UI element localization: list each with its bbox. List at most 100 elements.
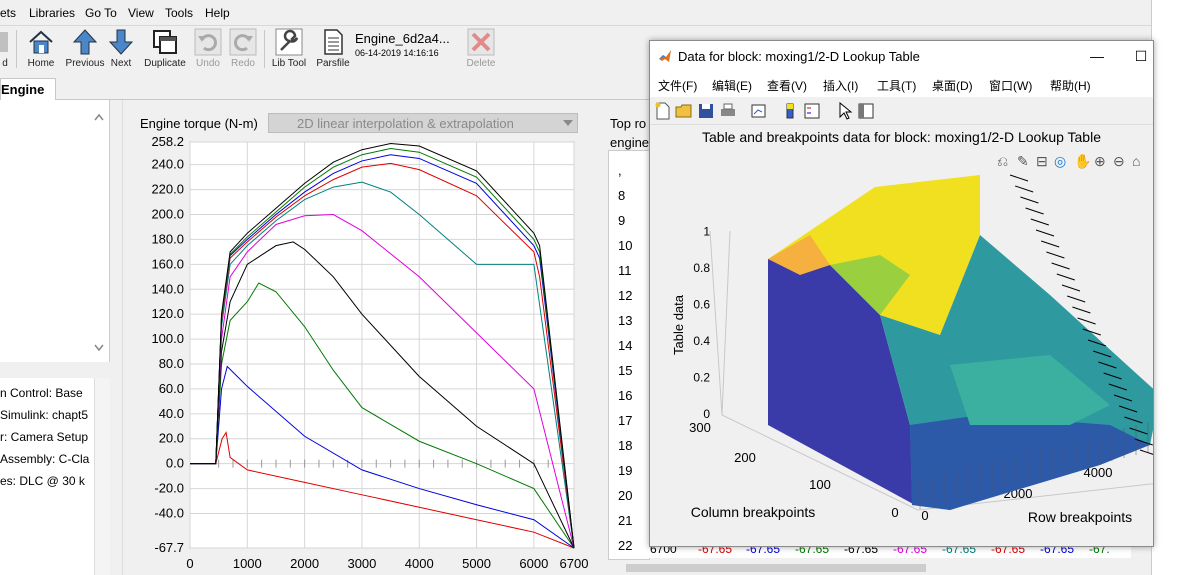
table-horizontal-scrollbar[interactable] bbox=[606, 561, 1131, 575]
menu-tools[interactable]: Tools bbox=[165, 6, 194, 20]
menu-insert[interactable]: 插入(I) bbox=[823, 79, 859, 93]
maximize-button[interactable]: ☐ bbox=[1134, 48, 1148, 64]
menu-view[interactable]: View bbox=[128, 6, 154, 20]
menu-sets[interactable]: ets bbox=[0, 6, 17, 20]
menu-edit[interactable]: 编辑(E) bbox=[712, 79, 752, 93]
redo-button[interactable]: Redo bbox=[229, 26, 257, 74]
mesh-edge bbox=[1108, 383, 1127, 391]
previous-label: Previous bbox=[65, 58, 105, 69]
x-tick-label: 2000 bbox=[290, 556, 319, 571]
tab-bar: Engine bbox=[0, 76, 660, 100]
list-item[interactable]: Assembly: C-Cla bbox=[0, 452, 90, 466]
menu-goto[interactable]: Go To bbox=[85, 6, 117, 20]
surface-plot: 0 0.2 0.4 0.6 0.8 1 Table data 0 100 200 300 Column… bbox=[671, 174, 1153, 525]
menu-view[interactable]: 查看(V) bbox=[767, 79, 807, 93]
mesh-edge bbox=[1129, 427, 1148, 435]
list-item[interactable]: Simulink: chapt5 bbox=[0, 408, 89, 422]
col-tick-label: 100 bbox=[809, 477, 831, 492]
new-figure-icon[interactable] bbox=[654, 102, 672, 120]
x-tick-label: 6000 bbox=[519, 556, 548, 571]
colorbar-icon[interactable] bbox=[781, 102, 799, 120]
delete-button[interactable]: Delete bbox=[464, 26, 498, 74]
save-icon[interactable] bbox=[697, 102, 715, 120]
lib-tool-button[interactable]: Lib Tool bbox=[270, 26, 308, 74]
x-tick-label: 6700 bbox=[560, 556, 589, 571]
minimize-button[interactable]: — bbox=[1090, 48, 1104, 64]
property-editor-icon[interactable] bbox=[857, 102, 875, 120]
tab-engine[interactable]: Engine bbox=[0, 78, 56, 100]
scrollbar-thumb[interactable] bbox=[626, 564, 926, 572]
mesh-edge bbox=[1030, 218, 1049, 226]
partial-tool-button[interactable]: d bbox=[0, 26, 10, 74]
y-tick-label: 20.0 bbox=[159, 431, 184, 446]
row-number: 11 bbox=[618, 263, 632, 278]
left-list-scrollbar[interactable] bbox=[94, 378, 110, 575]
zoom-in-icon[interactable]: ⊕ bbox=[1094, 153, 1106, 169]
row-number: 8 bbox=[618, 188, 626, 203]
brush-icon[interactable]: ⎌ bbox=[997, 153, 1009, 169]
rotate-icon[interactable]: ◎ bbox=[1054, 153, 1067, 169]
row-number: 16 bbox=[618, 388, 633, 403]
home-icon bbox=[29, 30, 53, 54]
parsfile-button[interactable]: Parsfile bbox=[316, 26, 350, 74]
menu-libraries[interactable]: Libraries bbox=[29, 6, 76, 20]
series-line bbox=[190, 142, 575, 549]
duplicate-label: Duplicate bbox=[144, 58, 186, 69]
menu-tools[interactable]: 工具(T) bbox=[877, 79, 917, 93]
data-tip-icon[interactable]: ⊟ bbox=[1036, 153, 1048, 169]
z-tick-label: 1 bbox=[703, 225, 710, 239]
menu-help[interactable]: 帮助(H) bbox=[1050, 79, 1091, 93]
duplicate-button[interactable]: Duplicate bbox=[142, 26, 188, 74]
duplicate-icon bbox=[153, 30, 177, 54]
row-number: 9 bbox=[618, 213, 626, 228]
x-tick-label: 1000 bbox=[233, 556, 262, 571]
engine-dataset-name[interactable]: Engine_6d2a4... bbox=[355, 31, 450, 46]
row-number: 20 bbox=[618, 488, 633, 503]
y-tick-label: -40.0 bbox=[154, 505, 184, 520]
list-item[interactable]: es: DLC @ 30 k bbox=[0, 474, 85, 488]
menu-desktop[interactable]: 桌面(D) bbox=[932, 79, 973, 93]
mesh-edge bbox=[1072, 306, 1091, 314]
scroll-arrows[interactable] bbox=[94, 112, 104, 352]
mesh-edge bbox=[1035, 229, 1055, 237]
y-tick-label: 0.0 bbox=[166, 456, 184, 471]
list-item[interactable]: r: Camera Setup bbox=[0, 430, 89, 444]
window-titlebar[interactable]: Data for block: moxing1/2-D Lookup Table… bbox=[650, 41, 1153, 71]
mesh-edge bbox=[1077, 317, 1096, 325]
pointer-icon[interactable] bbox=[836, 102, 854, 120]
y-tick-label: -20.0 bbox=[154, 481, 184, 496]
col-tick-label: 0 bbox=[891, 505, 898, 520]
home-view-icon[interactable]: ⌂ bbox=[1132, 153, 1141, 169]
previous-button[interactable]: Previous bbox=[64, 26, 106, 74]
home-button[interactable]: Home bbox=[24, 26, 58, 74]
interpolation-dropdown[interactable]: 2D linear interpolation & extrapolation bbox=[268, 113, 578, 133]
left-list-panel: n Control: Base Simulink: chapt5 r: Came… bbox=[0, 378, 94, 575]
x-tick-label: 0 bbox=[186, 556, 193, 571]
paint-brush-icon[interactable]: ✎ bbox=[1017, 153, 1029, 169]
undo-button[interactable]: Undo bbox=[194, 26, 222, 74]
z-tick-label: 0 bbox=[703, 407, 710, 421]
menu-window[interactable]: 窗口(W) bbox=[989, 79, 1033, 93]
zoom-out-icon[interactable]: ⊖ bbox=[1113, 153, 1125, 169]
open-folder-icon[interactable] bbox=[675, 102, 693, 120]
undo-label: Undo bbox=[196, 58, 220, 69]
menu-help[interactable]: Help bbox=[205, 6, 230, 20]
z-tick-label: 0.4 bbox=[693, 334, 710, 348]
print-icon[interactable] bbox=[719, 102, 737, 120]
row-number: 19 bbox=[618, 463, 633, 478]
legend-icon[interactable] bbox=[803, 102, 821, 120]
next-button[interactable]: Next bbox=[106, 26, 136, 74]
mesh-edge bbox=[1020, 196, 1039, 204]
col-tick-label: 300 bbox=[689, 420, 711, 435]
y-tick-label: 140.0 bbox=[151, 281, 184, 296]
menu-file[interactable]: 文件(F) bbox=[658, 79, 698, 93]
menubar: ets Libraries Go To View Tools Help bbox=[0, 0, 1181, 26]
mesh-edge bbox=[1061, 284, 1081, 292]
parsfile-label: Parsfile bbox=[316, 58, 350, 69]
list-item[interactable]: n Control: Base bbox=[0, 386, 83, 400]
partial-tool-label: d bbox=[2, 58, 8, 69]
link-plot-icon[interactable] bbox=[750, 102, 768, 120]
row-tick-label: 0 bbox=[921, 508, 928, 523]
main-toolbar: d Home Previous Next Duplicate bbox=[0, 26, 660, 76]
pan-hand-icon[interactable]: ✋ bbox=[1074, 153, 1092, 169]
